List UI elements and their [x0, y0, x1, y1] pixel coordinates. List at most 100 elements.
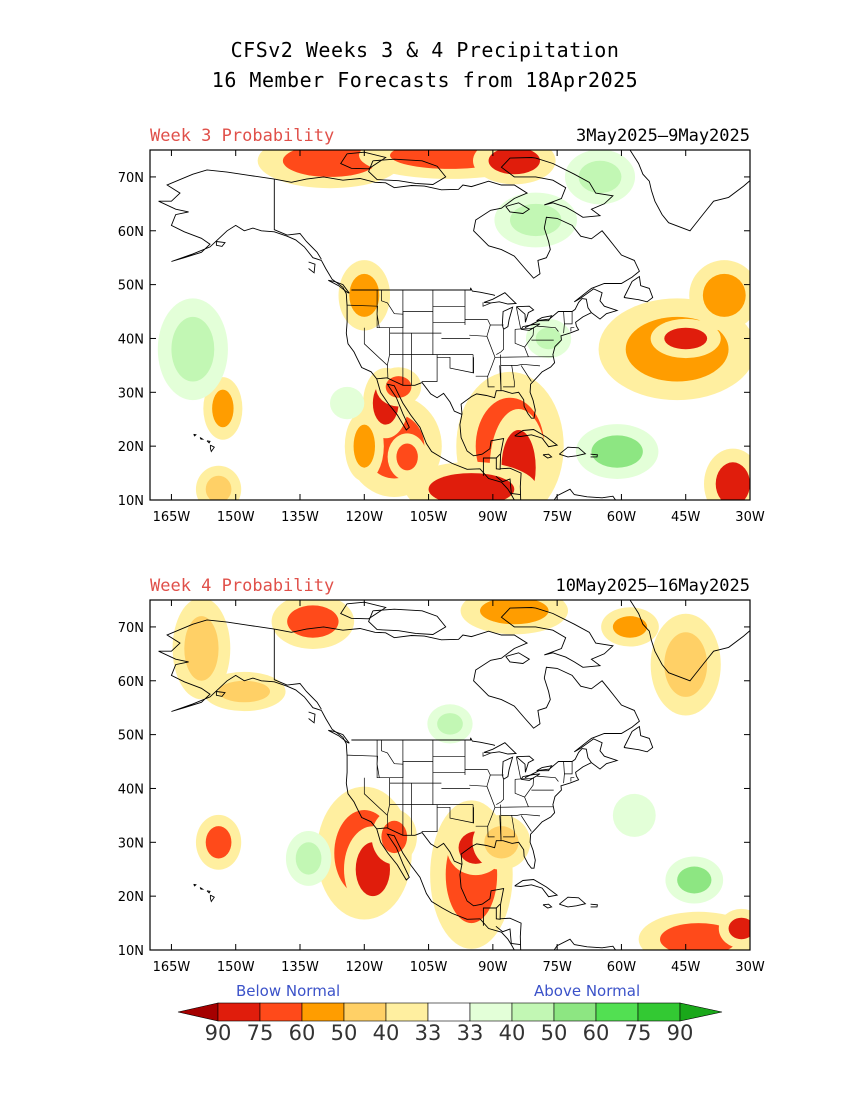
border-canada49: [351, 737, 496, 746]
state-border-16: [437, 356, 474, 374]
legend-swatch-9: [553, 1002, 597, 1022]
legend-swatch-1: [217, 1002, 261, 1022]
prob-region-b50-0-7: [212, 389, 234, 428]
state-border-32: [524, 796, 529, 807]
coastline-cuba: [514, 429, 559, 448]
state-border-34: [536, 325, 559, 332]
coastline-wcoast: [321, 260, 515, 500]
lon-tick-label: 90W: [478, 510, 508, 525]
state-border-36: [564, 761, 573, 775]
legend-number: 50: [540, 1021, 568, 1045]
prob-region-b50-1-2: [612, 616, 648, 638]
prob-region-b60-1-0: [287, 605, 339, 638]
legend-number: 75: [246, 1021, 274, 1045]
coastline-kodiak: [215, 241, 226, 247]
lat-tick-label: 50N: [118, 729, 144, 744]
above-normal-label: Above Normal: [534, 982, 641, 1000]
lat-tick-label: 10N: [118, 944, 144, 959]
state-border-22: [486, 319, 496, 377]
prob-region-a40-0-20: [510, 203, 562, 237]
coastlines: [158, 600, 750, 950]
coastline-hispaniola: [559, 446, 587, 458]
coastline-vancouver: [328, 279, 350, 294]
state-border-37: [570, 327, 575, 332]
coastline-maui: [206, 440, 211, 444]
state-border-40: [516, 307, 522, 329]
coastline-newfoundland: [623, 275, 654, 303]
state-border-3: [387, 777, 390, 828]
lon-tick-label: 60W: [607, 510, 637, 525]
coastline-victoria: [368, 158, 447, 185]
week4-dates: 10May2025—16May2025: [555, 576, 750, 596]
lon-tick-label: 105W: [410, 510, 448, 525]
coastline-oahu: [199, 887, 205, 890]
lat-tick-label: 30N: [118, 836, 144, 851]
coastline-greenland: [628, 600, 750, 682]
coastline-greatlakes4: [520, 773, 541, 781]
prob-region-a40-1-17: [437, 713, 463, 735]
state-border-38: [520, 815, 532, 832]
border-canadaE: [524, 748, 592, 779]
coastline-wcoast: [321, 710, 515, 950]
state-border-11: [421, 804, 438, 832]
legend-number: 60: [582, 1021, 610, 1045]
state-border-38: [520, 365, 532, 382]
state-border-31: [514, 777, 534, 798]
lon-tick-label: 30W: [735, 510, 765, 525]
prob-region-b75-0-15: [664, 327, 708, 350]
legend-number: 60: [288, 1021, 316, 1045]
state-border-11: [421, 354, 438, 382]
coastline-baffin: [500, 157, 614, 218]
prob-region-a33-1-16: [612, 793, 656, 837]
legend-swatch-10: [595, 1002, 639, 1022]
legend-swatch-4: [343, 1002, 387, 1022]
prob-region-b40-0-8: [205, 475, 232, 500]
prob-region-a33-0-23: [330, 386, 365, 420]
week3-map: 165W 150W 135W 120W 105W 90W 75W 60W 45W 30W 10N 20…: [118, 149, 765, 525]
prob-region-b40-1-3: [184, 616, 219, 681]
prob-region-b40-1-14: [664, 632, 708, 697]
border-central: [495, 458, 501, 470]
legend-number: 50: [330, 1021, 358, 1045]
state-border-29: [503, 365, 515, 388]
lon-tick-label: 45W: [671, 510, 701, 525]
state-border-1: [347, 754, 380, 778]
coastline-hawaii: [209, 444, 215, 453]
lat-tick-label: 10N: [118, 494, 144, 509]
prob-region-b40-1-10: [484, 826, 519, 859]
state-border-34: [536, 775, 559, 782]
prob-region-a40-0-19: [171, 316, 215, 382]
coastline-alaska: [158, 169, 322, 262]
state-border-24: [482, 302, 492, 307]
coastline-haida: [308, 711, 316, 724]
coastline-greatlakes1: [483, 742, 518, 755]
coastline-greatlakes4: [520, 323, 541, 331]
lon-tick-label: 30W: [735, 960, 765, 975]
coastline-oahu: [199, 437, 205, 440]
coastline-maui: [206, 890, 211, 894]
border-mexico: [376, 827, 463, 865]
state-border-40: [516, 757, 522, 779]
state-border-30: [515, 777, 534, 780]
lon-tick-label: 165W: [153, 510, 191, 525]
coastline-southampton: [505, 202, 531, 214]
state-border-25: [496, 329, 504, 355]
lat-tick-label: 30N: [118, 386, 144, 401]
state-border-27: [501, 363, 541, 367]
lon-tick-label: 75W: [542, 960, 572, 975]
coastline-haida: [308, 261, 316, 274]
border-mexico: [376, 377, 463, 415]
prob-region-b40-1-4: [218, 680, 270, 703]
prob-region-b60-0-0: [282, 150, 378, 177]
border-canada49: [351, 287, 496, 296]
lon-tick-label: 165W: [153, 960, 191, 975]
prob-region-b60-0-5: [385, 376, 412, 398]
main-subtitle: 16 Member Forecasts from 18Apr2025: [211, 68, 639, 92]
lon-tick-label: 60W: [607, 960, 637, 975]
prob-region-b50-1-1: [480, 600, 549, 625]
lon-tick-label: 150W: [217, 960, 255, 975]
coastline-hispaniola: [559, 896, 587, 908]
legend-swatch-5: [385, 1002, 429, 1022]
below-normal-label: Below Normal: [236, 982, 341, 1000]
